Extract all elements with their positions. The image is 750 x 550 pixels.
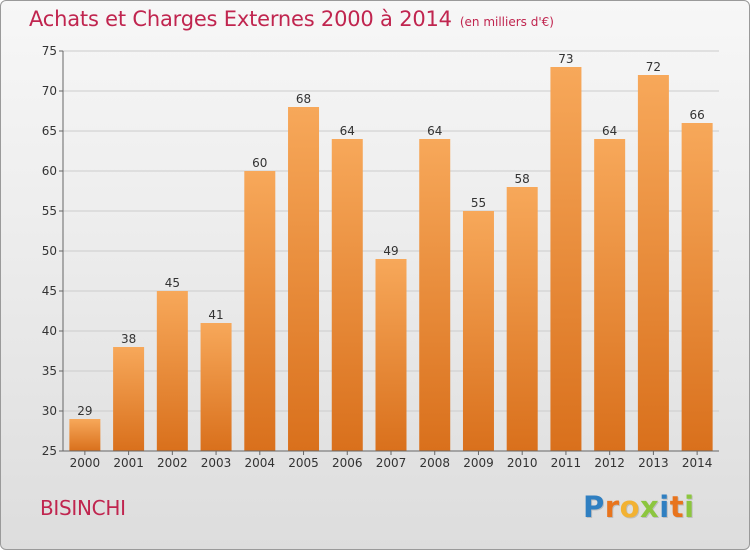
- data-labels: 29 38 45 41 60 68 64 49 64 55 58 73 64 72 66: [77, 52, 705, 418]
- data-label: 64: [340, 124, 355, 138]
- data-label: 38: [121, 332, 136, 346]
- y-tick-label: 55: [42, 204, 57, 218]
- data-label: 58: [515, 172, 530, 186]
- x-tick-label: 2008: [419, 456, 450, 470]
- data-label: 64: [427, 124, 442, 138]
- data-label: 64: [602, 124, 617, 138]
- y-tick-label: 65: [42, 124, 57, 138]
- logo-letter: x: [640, 490, 660, 524]
- bar[interactable]: [637, 75, 669, 451]
- data-label: 68: [296, 92, 311, 106]
- bar[interactable]: [462, 211, 494, 451]
- bar[interactable]: [69, 419, 101, 451]
- y-tick-label: 75: [42, 44, 57, 58]
- logo-letter: r: [604, 490, 620, 524]
- chart-title-text: Achats et Charges Externes 2000 à 2014: [29, 7, 452, 31]
- x-tick-label: 2000: [70, 456, 101, 470]
- logo-letter: i: [659, 490, 670, 524]
- y-tick-label: 70: [42, 84, 57, 98]
- logo-letter: i: [684, 490, 695, 524]
- y-tick-label: 25: [42, 444, 57, 458]
- data-label: 66: [689, 108, 704, 122]
- y-tick-label: 50: [42, 244, 57, 258]
- y-tick-label: 60: [42, 164, 57, 178]
- logo-letter: o: [619, 490, 641, 524]
- x-tick-label: 2001: [113, 456, 144, 470]
- commune-name: BISINCHI: [40, 496, 126, 520]
- axes: 25 30 35 40 45 50 55 60 65 70 75 2000 2001 2002 2003 20…: [42, 44, 719, 470]
- data-label: 60: [252, 156, 267, 170]
- x-tick-label: 2006: [332, 456, 363, 470]
- bars: [69, 67, 713, 451]
- bar[interactable]: [288, 107, 320, 451]
- bar[interactable]: [506, 187, 538, 451]
- x-tick-label: 2010: [507, 456, 538, 470]
- data-label: 29: [77, 404, 92, 418]
- x-tick-label: 2003: [201, 456, 232, 470]
- chart-title: Achats et Charges Externes 2000 à 2014 (e…: [29, 7, 554, 31]
- x-tick-label: 2014: [682, 456, 713, 470]
- logo-letter: t: [669, 490, 685, 524]
- x-tick-label: 2004: [245, 456, 276, 470]
- x-tick-label: 2002: [157, 456, 188, 470]
- data-label: 55: [471, 196, 486, 210]
- bar[interactable]: [113, 347, 145, 451]
- data-label: 45: [165, 276, 180, 290]
- x-tick-label: 2013: [638, 456, 669, 470]
- x-tick-label: 2009: [463, 456, 494, 470]
- bar[interactable]: [550, 67, 582, 451]
- proxiti-logo[interactable]: Proxiti: [583, 490, 695, 524]
- x-tick-label: 2012: [594, 456, 625, 470]
- x-tick-label: 2011: [551, 456, 582, 470]
- y-tick-label: 30: [42, 404, 57, 418]
- data-label: 73: [558, 52, 573, 66]
- bar[interactable]: [200, 323, 232, 451]
- y-tick-label: 40: [42, 324, 57, 338]
- data-label: 72: [646, 60, 661, 74]
- data-label: 49: [383, 244, 398, 258]
- bar[interactable]: [594, 139, 626, 451]
- y-tick-label: 45: [42, 284, 57, 298]
- bar[interactable]: [244, 171, 276, 451]
- bar[interactable]: [681, 123, 713, 451]
- bar[interactable]: [331, 139, 363, 451]
- x-tick-label: 2005: [288, 456, 319, 470]
- chart-unit-label: (en milliers d'€): [459, 15, 554, 29]
- data-label: 41: [208, 308, 223, 322]
- y-tick-label: 35: [42, 364, 57, 378]
- bar[interactable]: [375, 259, 407, 451]
- bar[interactable]: [419, 139, 451, 451]
- bar[interactable]: [156, 291, 188, 451]
- logo-letter: P: [583, 490, 605, 524]
- x-tick-label: 2007: [376, 456, 407, 470]
